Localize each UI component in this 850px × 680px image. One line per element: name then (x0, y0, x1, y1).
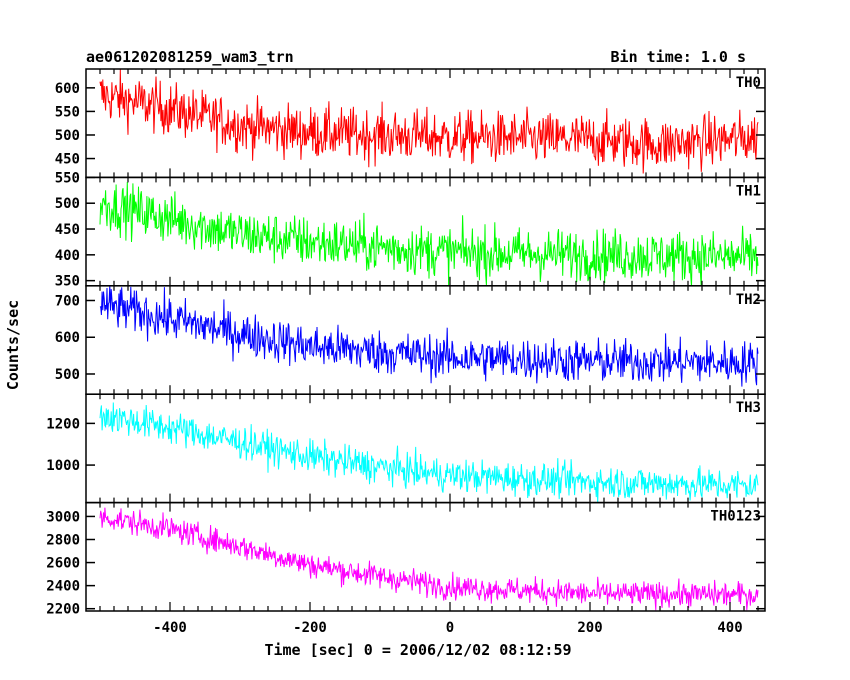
y-tick-label: 500 (55, 128, 80, 144)
y-tick-label: 3000 (46, 509, 80, 525)
series-th0 (99, 69, 759, 174)
panel-label-th0: TH0 (736, 75, 761, 91)
y-tick-label: 400 (55, 248, 80, 264)
x-tick-label: 0 (446, 620, 454, 636)
y-tick-label: 2600 (46, 556, 80, 572)
y-tick-label: 2800 (46, 533, 80, 549)
panel-th1: 350 400 450 500 550 TH1 (55, 170, 766, 290)
panel-label-th2: TH2 (736, 292, 761, 308)
panels-group: 450 500 550 600 TH0 350 400 450 500 550 TH1 500 600 7… (46, 68, 766, 636)
y-tick-label: 600 (55, 330, 80, 346)
bin-time-label: Bin time: 1.0 s (611, 48, 746, 66)
y-tick-label: 1200 (46, 416, 80, 432)
y-tick-label: 600 (55, 81, 80, 97)
y-tick-label: 450 (55, 152, 80, 168)
x-tick-label: -200 (293, 620, 327, 636)
panel-th0: 450 500 550 600 TH0 (55, 68, 766, 179)
series-th2 (99, 285, 759, 387)
panel-th0123: 2200 2400 2600 2800 3000 TH0123 (46, 501, 766, 618)
y-tick-label: 550 (55, 170, 80, 186)
series-th1 (99, 181, 759, 286)
x-tick-label: 400 (717, 620, 742, 636)
y-axis-label: Counts/sec (4, 300, 22, 390)
panel-label-th0123: TH0123 (710, 509, 761, 525)
series-th3 (99, 402, 759, 503)
y-tick-label: 550 (55, 104, 80, 120)
y-tick-label: 350 (55, 274, 80, 290)
x-tick-label: 200 (577, 620, 602, 636)
y-tick-label: 500 (55, 367, 80, 383)
panel-label-th1: TH1 (736, 183, 761, 199)
panel-th2: 500 600 700 TH2 (55, 285, 766, 395)
panel-frame (85, 501, 766, 612)
x-tick-label: -400 (153, 620, 187, 636)
chart-title: ae061202081259_wam3_trn (86, 48, 294, 66)
y-tick-label: 450 (55, 222, 80, 238)
y-tick-label: 2400 (46, 579, 80, 595)
series-th0123 (99, 507, 759, 611)
y-tick-label: 1000 (46, 458, 80, 474)
y-tick-label: 700 (55, 293, 80, 309)
panel-label-th3: TH3 (736, 400, 761, 416)
x-axis-label: Time [sec] 0 = 2006/12/02 08:12:59 (264, 641, 571, 659)
y-tick-label: 500 (55, 196, 80, 212)
panel-th3: 1000 1200 TH3 (46, 393, 766, 504)
y-tick-label: 2200 (46, 602, 80, 618)
